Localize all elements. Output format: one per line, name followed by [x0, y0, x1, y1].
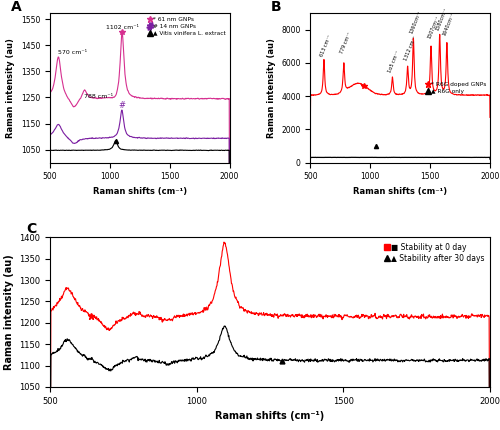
Text: 1360cm⁻¹: 1360cm⁻¹ — [408, 10, 422, 34]
Text: A: A — [10, 0, 21, 14]
Y-axis label: Raman intensity (au): Raman intensity (au) — [4, 254, 14, 370]
Text: #: # — [118, 101, 126, 110]
X-axis label: Raman shifts (cm⁻¹): Raman shifts (cm⁻¹) — [353, 187, 448, 196]
X-axis label: Raman shifts (cm⁻¹): Raman shifts (cm⁻¹) — [92, 187, 187, 196]
Text: B: B — [271, 0, 281, 14]
Text: 1640cm⁻¹: 1640cm⁻¹ — [442, 12, 456, 36]
Text: 1580cm⁻¹: 1580cm⁻¹ — [435, 6, 449, 31]
Text: 1102 cm⁻¹: 1102 cm⁻¹ — [106, 25, 140, 31]
Legend: * R6G doped GNPs, ▲ R6G only: * R6G doped GNPs, ▲ R6G only — [426, 80, 487, 95]
Legend: ■ Stability at 0 day, ▲ Stability after 30 days: ■ Stability at 0 day, ▲ Stability after … — [384, 241, 486, 264]
Text: 1α5 cm⁻¹: 1α5 cm⁻¹ — [388, 50, 401, 74]
Y-axis label: Raman intensity (au): Raman intensity (au) — [266, 38, 276, 138]
Y-axis label: Raman intensity (au): Raman intensity (au) — [6, 38, 16, 138]
Text: C: C — [26, 222, 36, 236]
Text: 1312 cm⁻¹: 1312 cm⁻¹ — [403, 35, 417, 61]
Text: 1507cm⁻¹: 1507cm⁻¹ — [426, 15, 440, 40]
Text: 570 cm⁻¹: 570 cm⁻¹ — [58, 50, 87, 55]
Legend: * 61 nm GNPs, # 14 nm GNPs, ▲ Vitis vinifera L. extract: * 61 nm GNPs, # 14 nm GNPs, ▲ Vitis vini… — [148, 16, 226, 37]
Text: 613 cm⁻¹: 613 cm⁻¹ — [320, 34, 332, 57]
Text: 779 cm⁻¹: 779 cm⁻¹ — [339, 31, 352, 55]
X-axis label: Raman shifts (cm⁻¹): Raman shifts (cm⁻¹) — [216, 411, 324, 421]
Text: 788 cm⁻¹: 788 cm⁻¹ — [84, 94, 114, 99]
